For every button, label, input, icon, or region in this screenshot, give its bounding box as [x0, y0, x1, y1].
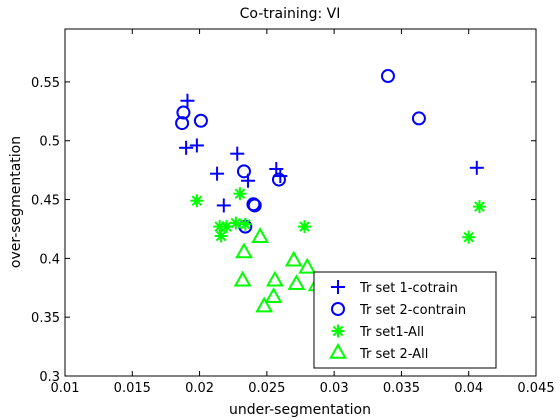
data-point-plus — [230, 146, 245, 161]
data-point-triangle — [287, 274, 306, 291]
data-point-asterisk — [233, 187, 247, 201]
legend-label: Tr set 2-All — [359, 347, 428, 362]
data-point-circle — [271, 172, 286, 187]
x-tick-label: 0.03 — [320, 381, 349, 396]
y-tick-label: 0.5 — [39, 135, 60, 150]
axis-ticks: 0.01 0.015 0.02 0.025 0.03 0.035 0.04 0.045 0.3 0… — [31, 29, 555, 396]
data-point-asterisk — [298, 220, 312, 234]
y-tick-label: 0.45 — [31, 194, 60, 209]
data-point-triangle — [235, 242, 253, 259]
data-point-asterisk — [462, 230, 476, 244]
y-tick-label: 0.4 — [39, 252, 60, 267]
data-point-asterisk — [238, 217, 252, 231]
x-tick-label: 0.015 — [114, 381, 151, 396]
x-tick-label: 0.01 — [51, 381, 80, 396]
data-point-circle — [247, 198, 262, 213]
data-point-circle — [411, 111, 426, 126]
data-point-plus — [179, 140, 194, 155]
data-point-plus — [469, 160, 484, 175]
y-tick-label: 0.55 — [31, 76, 60, 91]
legend-label: Tr set 1-cotrain — [359, 281, 458, 296]
data-point-circle — [193, 113, 208, 128]
data-point-triangle — [251, 227, 270, 243]
legend-marker-asterisk — [331, 324, 345, 338]
legend-marker-triangle — [329, 342, 347, 359]
legend: Tr set 1-cotrain Tr set 2-contrain Tr set1… — [313, 271, 497, 369]
x-tick-label: 0.045 — [517, 381, 554, 396]
data-point-plus — [189, 138, 204, 153]
data-point-triangle — [298, 257, 317, 274]
data-point-asterisk — [190, 194, 204, 208]
y-tick-label: 0.35 — [31, 311, 60, 326]
x-tick-label: 0.035 — [383, 381, 420, 396]
data-point-plus — [180, 93, 195, 108]
data-point-asterisk — [472, 200, 486, 214]
x-tick-label: 0.02 — [185, 381, 214, 396]
x-tick-label: 0.025 — [248, 381, 285, 396]
data-point-triangle — [233, 270, 252, 287]
data-points — [175, 69, 486, 313]
x-axis-label: under-segmentation — [229, 402, 371, 418]
data-point-triangle — [266, 270, 284, 287]
data-point-asterisk — [219, 220, 233, 234]
data-point-plus — [216, 198, 231, 213]
legend-label: Tr set 2-contrain — [359, 303, 466, 318]
y-tick-label: 0.3 — [39, 370, 60, 385]
data-point-plus — [210, 166, 225, 181]
data-point-circle — [380, 69, 395, 84]
chart-title: Co-training: VI — [240, 6, 341, 22]
legend-marker-plus — [331, 280, 345, 294]
data-point-triangle — [255, 296, 274, 313]
data-point-circle — [176, 105, 191, 120]
data-point-circle — [175, 116, 190, 131]
data-point-circle — [236, 164, 251, 179]
y-axis-label: over-segmentation — [8, 136, 24, 268]
x-tick-label: 0.04 — [454, 381, 483, 396]
legend-marker-circle — [331, 302, 345, 316]
data-point-asterisk — [214, 229, 228, 243]
data-point-triangle — [284, 250, 303, 267]
legend-label: Tr set1-All — [359, 325, 424, 340]
data-point-triangle — [264, 287, 283, 303]
data-point-circle — [246, 197, 261, 212]
data-point-asterisk — [229, 216, 243, 230]
